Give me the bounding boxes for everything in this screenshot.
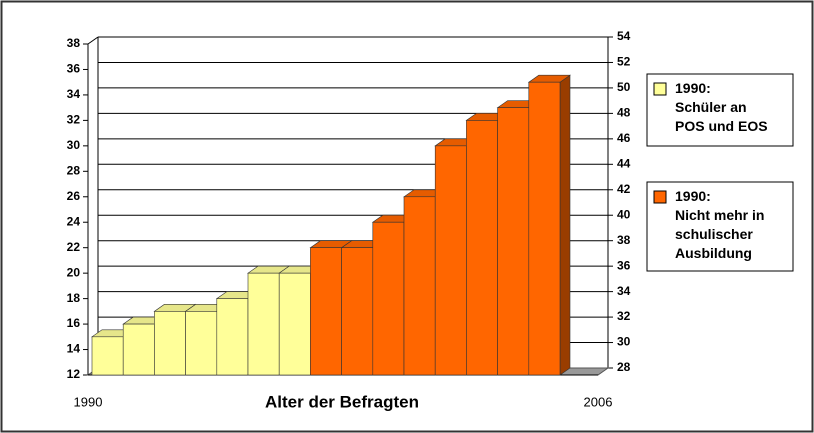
- y-tick-label: 16: [67, 316, 81, 330]
- bar-side: [559, 74, 571, 376]
- legend-swatch: [653, 190, 667, 204]
- bar-front: [122, 323, 155, 376]
- x-axis-label: Alter der Befragten: [265, 392, 419, 411]
- y2-tick-label: 30: [617, 335, 631, 349]
- y-tick-label: 24: [67, 214, 81, 228]
- y2-tick-label: 44: [617, 156, 631, 170]
- y-tick-label: 22: [67, 240, 81, 254]
- y2-tick-label: 36: [617, 258, 631, 272]
- bar-front: [434, 145, 467, 376]
- y2-tick-label: 52: [617, 55, 631, 69]
- y-tick-label: 32: [67, 113, 81, 127]
- bar-front: [528, 81, 561, 376]
- y2-tick-label: 48: [617, 106, 631, 120]
- x-tick-label: 2006: [584, 394, 613, 409]
- y2-tick-label: 34: [617, 284, 631, 298]
- legend-swatch: [653, 82, 667, 96]
- y2-tick-label: 42: [617, 182, 631, 196]
- bar-front: [403, 196, 436, 376]
- bar-front: [185, 311, 218, 376]
- bar-front: [310, 247, 342, 376]
- y-tick-label: 26: [67, 189, 81, 203]
- y-tick-label: 14: [67, 342, 81, 356]
- y-axis-depth: [87, 36, 99, 45]
- y-tick-label: 18: [67, 291, 81, 305]
- bar-front: [91, 336, 124, 376]
- bar-front: [154, 311, 186, 376]
- y2-tick-label: 28: [617, 360, 631, 374]
- y2-tick-label: 38: [617, 233, 631, 247]
- y-tick-label: 28: [67, 163, 81, 177]
- y2-tick-label: 40: [617, 207, 631, 221]
- x-tick-label: 1990: [74, 394, 103, 409]
- legend-box: [646, 73, 794, 147]
- y-tick-label: 38: [67, 36, 81, 50]
- y-tick-label: 12: [67, 367, 81, 381]
- bar-front: [278, 272, 311, 376]
- legend-label: 1990: Nicht mehr in schulischer Ausbildung: [675, 188, 764, 261]
- bar-front: [247, 272, 280, 376]
- bar-front: [466, 120, 498, 376]
- bar-front: [497, 107, 530, 376]
- y-tick-label: 30: [67, 138, 81, 152]
- legend-label: 1990: Schüler an POS und EOS: [675, 80, 768, 134]
- y-tick-label: 20: [67, 265, 81, 279]
- y2-tick-label: 46: [617, 131, 631, 145]
- bar-front: [216, 298, 249, 376]
- y-tick-label: 34: [67, 87, 81, 101]
- bar-front: [372, 221, 405, 376]
- bar-front: [341, 247, 374, 376]
- y2-tick-label: 50: [617, 80, 631, 94]
- y2-tick-label: 32: [617, 309, 631, 323]
- y2-tick-label: 54: [617, 29, 631, 43]
- legend-box: [646, 181, 794, 272]
- y-tick-label: 36: [67, 62, 81, 76]
- bar: [527, 74, 571, 376]
